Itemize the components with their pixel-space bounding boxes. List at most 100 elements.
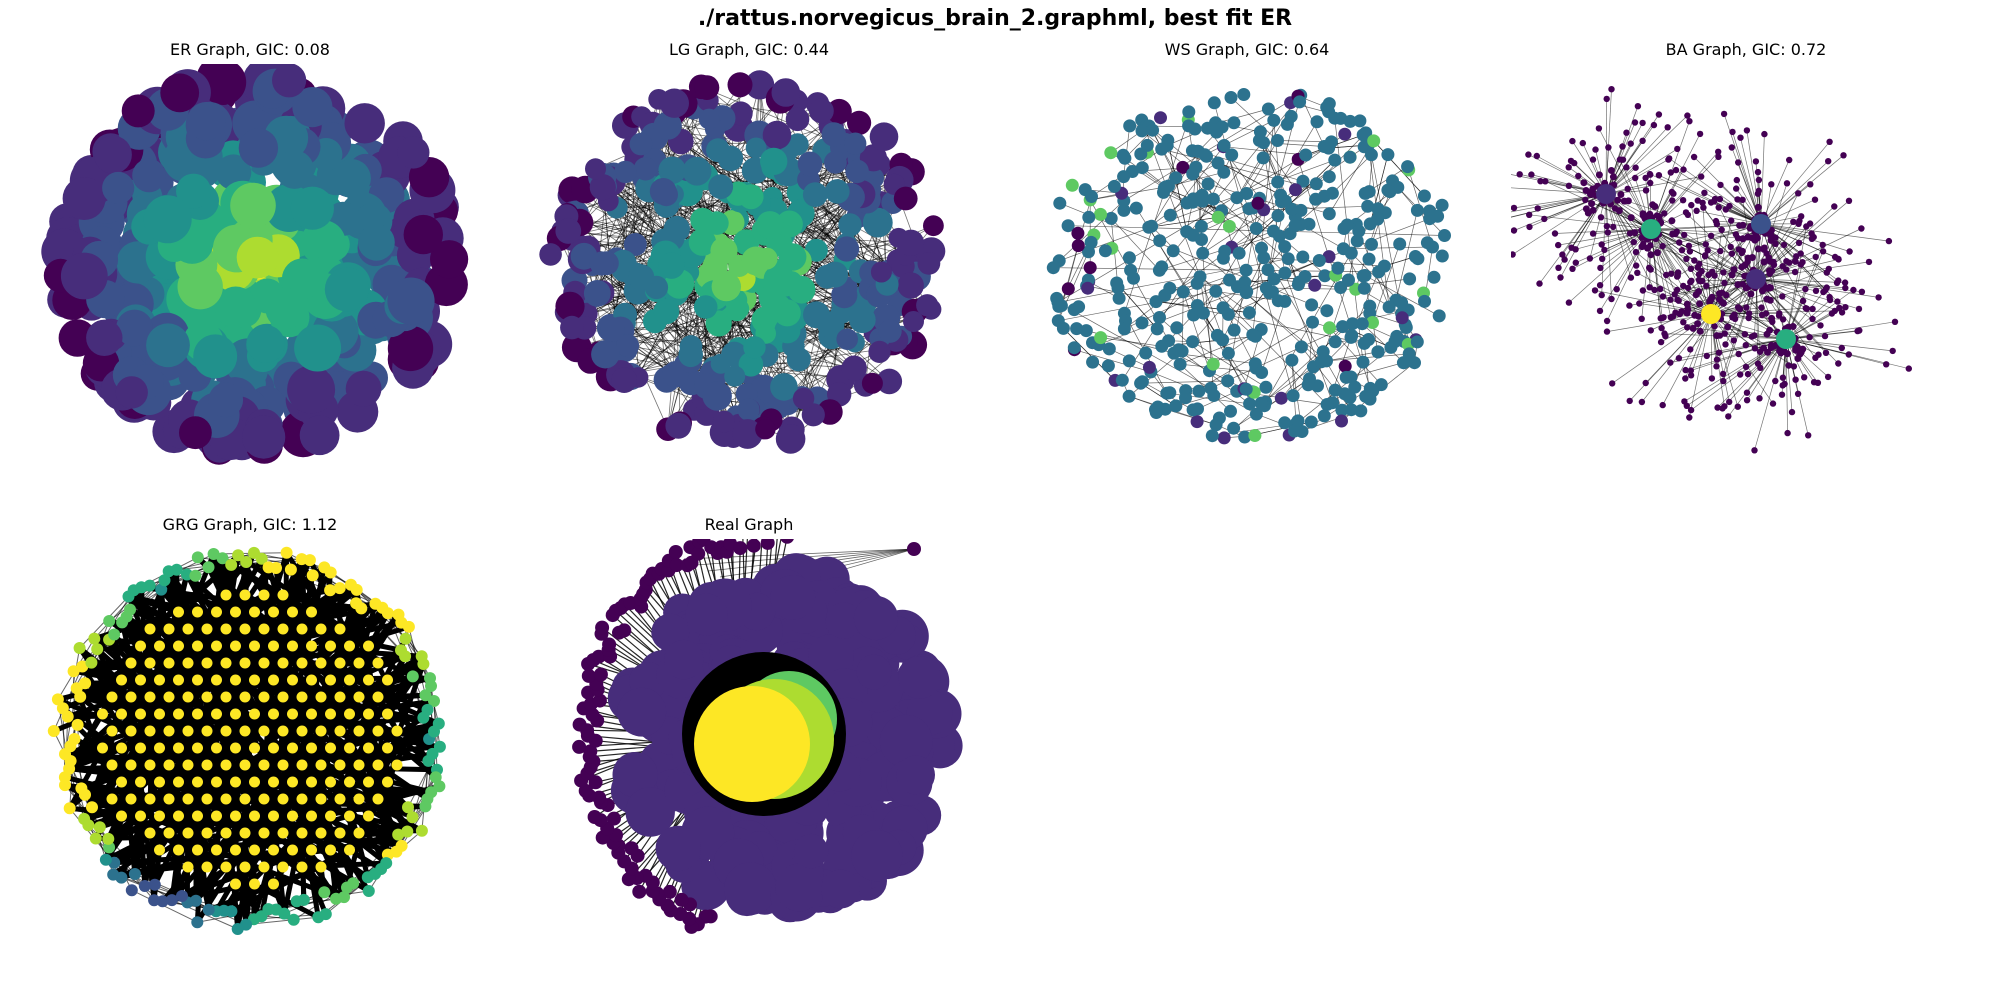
graph-node bbox=[353, 725, 365, 737]
graph-node bbox=[1703, 282, 1710, 289]
graph-node bbox=[397, 136, 430, 169]
graph-node bbox=[1694, 197, 1701, 204]
graph-node bbox=[392, 828, 405, 841]
graph-node bbox=[770, 575, 816, 620]
graph-node bbox=[1324, 135, 1338, 149]
graph-node bbox=[382, 708, 393, 720]
graph-node bbox=[428, 725, 440, 738]
graph-node bbox=[315, 827, 327, 839]
graph-node bbox=[1371, 345, 1385, 359]
graph-node bbox=[760, 539, 775, 550]
graph-node bbox=[1595, 171, 1603, 179]
graph-node bbox=[698, 108, 720, 130]
graph-node bbox=[760, 147, 788, 176]
hub-node bbox=[1751, 214, 1771, 234]
graph-node bbox=[315, 725, 327, 737]
graph-node bbox=[1438, 229, 1451, 242]
graph-node bbox=[825, 602, 862, 639]
graph-node bbox=[1142, 220, 1156, 234]
core-node bbox=[694, 686, 810, 802]
graph-node bbox=[1683, 255, 1690, 263]
graph-edge bbox=[151, 849, 162, 901]
graph-node bbox=[135, 776, 146, 788]
graph-node bbox=[1620, 197, 1628, 205]
graph-node bbox=[585, 158, 606, 180]
graph-node bbox=[856, 654, 892, 690]
graph-node bbox=[1163, 208, 1177, 222]
graph-node bbox=[1674, 272, 1681, 280]
graph-edge bbox=[1722, 338, 1787, 409]
graph-edge bbox=[1710, 313, 1713, 379]
graph-node bbox=[1399, 321, 1413, 334]
graph-node bbox=[1418, 294, 1431, 308]
graph-node bbox=[1623, 129, 1630, 136]
graph-node bbox=[1129, 201, 1143, 215]
graph-node bbox=[1179, 391, 1192, 405]
graph-node bbox=[1639, 137, 1646, 144]
graph-node bbox=[1733, 176, 1740, 184]
graph-node bbox=[756, 211, 784, 239]
figure-title: ./rattus.norvegicus_brain_2.graphml, bes… bbox=[697, 6, 1293, 31]
node-layer bbox=[1046, 88, 1451, 445]
graph-node bbox=[1395, 311, 1409, 325]
graph-node bbox=[1680, 282, 1687, 290]
graph-node bbox=[1684, 306, 1692, 313]
graph-node bbox=[1597, 264, 1604, 272]
graph-node bbox=[292, 87, 333, 128]
graph-node bbox=[775, 424, 806, 454]
graph-node bbox=[1792, 346, 1800, 354]
graph-node bbox=[644, 275, 669, 300]
graph-node bbox=[1339, 370, 1353, 384]
graph-node bbox=[1780, 241, 1788, 249]
graph-node bbox=[1794, 355, 1802, 362]
graph-node bbox=[182, 793, 194, 805]
graph-node bbox=[1223, 273, 1236, 287]
graph-node bbox=[296, 657, 308, 669]
graph-node bbox=[1117, 170, 1131, 184]
graph-node bbox=[324, 584, 337, 597]
graph-node bbox=[817, 311, 845, 339]
graph-node bbox=[1713, 363, 1720, 370]
graph-node bbox=[1667, 296, 1674, 303]
graph-node bbox=[1589, 230, 1597, 237]
graph-node bbox=[1511, 251, 1516, 258]
graph-node bbox=[207, 548, 220, 560]
graph-node bbox=[1582, 187, 1590, 194]
graph-edge bbox=[1332, 154, 1372, 194]
graph-node bbox=[1751, 345, 1759, 352]
graph-node bbox=[737, 398, 760, 421]
graph-node bbox=[1316, 345, 1330, 359]
graph-edge bbox=[1284, 272, 1333, 403]
graph-node bbox=[173, 674, 184, 686]
graph-node bbox=[1707, 232, 1715, 239]
graph-node bbox=[372, 759, 384, 771]
graph-node bbox=[277, 691, 289, 703]
graph-node bbox=[1724, 323, 1732, 331]
graph-node bbox=[1638, 243, 1646, 251]
graph-node bbox=[834, 236, 860, 262]
graph-node bbox=[1715, 204, 1722, 211]
graph-edge bbox=[1690, 313, 1712, 376]
graph-node bbox=[821, 122, 846, 147]
graph-edge bbox=[1755, 223, 1811, 280]
graph-node bbox=[1667, 359, 1674, 366]
graph-node bbox=[47, 725, 60, 737]
graph-edge bbox=[1605, 193, 1612, 300]
graph-node bbox=[1291, 414, 1305, 428]
graph-node bbox=[1154, 111, 1167, 125]
graph-node bbox=[693, 295, 718, 319]
graph-node bbox=[344, 844, 355, 856]
graph-node bbox=[1344, 403, 1358, 417]
graph-node bbox=[1410, 203, 1424, 217]
graph-node bbox=[1676, 239, 1683, 246]
graph-node bbox=[801, 403, 825, 427]
graph-node bbox=[350, 583, 363, 596]
graph-node bbox=[768, 294, 791, 318]
graph-node bbox=[1334, 281, 1348, 294]
graph-node bbox=[1248, 429, 1262, 442]
graph-node bbox=[1850, 286, 1857, 294]
graph-node bbox=[239, 793, 251, 805]
graph-node bbox=[1526, 211, 1533, 218]
graph-node bbox=[669, 558, 684, 573]
graph-node bbox=[1642, 379, 1649, 387]
